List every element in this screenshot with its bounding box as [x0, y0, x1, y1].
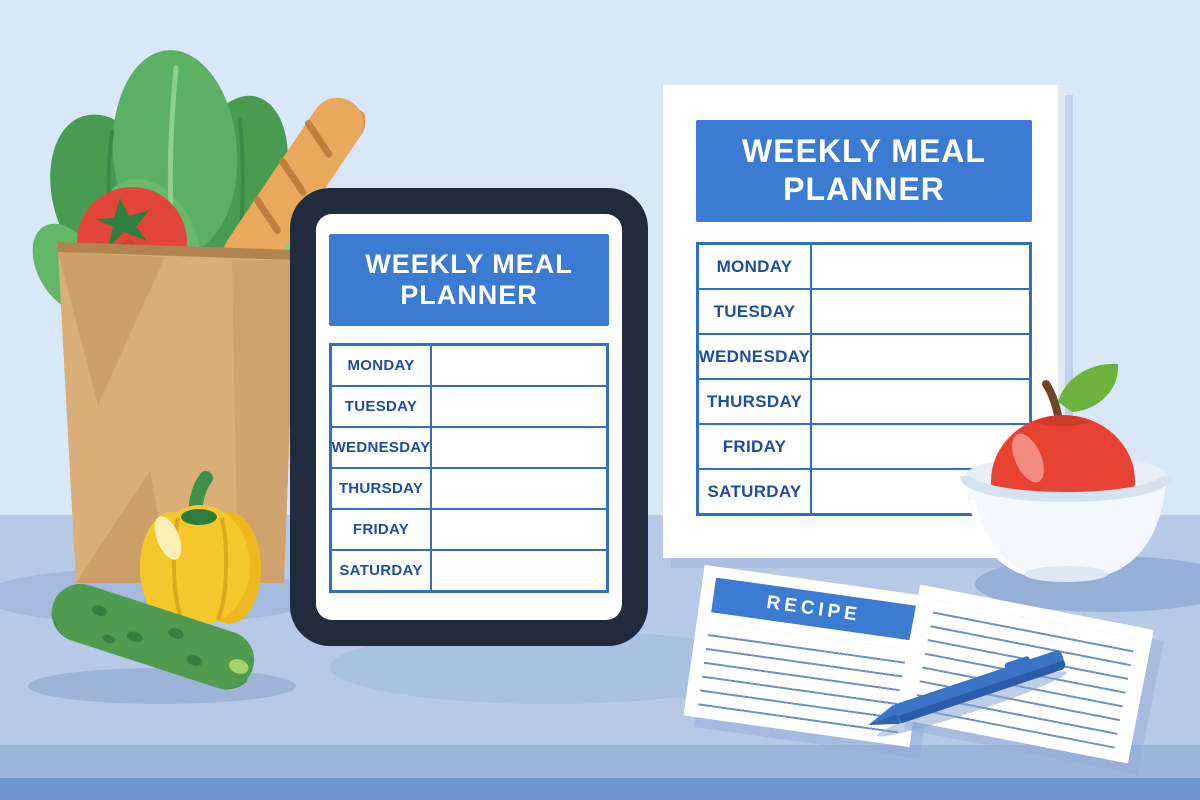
planner-row: MONDAY	[699, 245, 1029, 288]
paper-planner-title-banner: WEEKLY MEAL PLANNER	[696, 120, 1032, 222]
paper-planner-table: MONDAY TUESDAY WEDNESDAY THURSDAY FRIDAY…	[696, 242, 1032, 516]
tablet-screen: WEEKLY MEAL PLANNER MONDAY TUESDAY WEDNE…	[316, 214, 622, 620]
planner-row: SATURDAY	[332, 549, 606, 590]
paper-planner-title: WEEKLY MEAL PLANNER	[742, 133, 986, 207]
planner-row: MONDAY	[332, 346, 606, 385]
day-label: THURSDAY	[699, 380, 812, 423]
day-label: TUESDAY	[332, 387, 432, 426]
planner-row: SATURDAY	[699, 468, 1029, 513]
day-label: WEDNESDAY	[332, 428, 432, 467]
day-label: SATURDAY	[332, 551, 432, 590]
planner-row: TUESDAY	[332, 385, 606, 426]
planner-row: WEDNESDAY	[332, 426, 606, 467]
tablet-device: WEEKLY MEAL PLANNER MONDAY TUESDAY WEDNE…	[290, 188, 648, 646]
planner-row: FRIDAY	[699, 423, 1029, 468]
day-label: FRIDAY	[332, 510, 432, 549]
day-label: WEDNESDAY	[699, 335, 812, 378]
day-label: MONDAY	[332, 346, 432, 385]
planner-row: THURSDAY	[699, 378, 1029, 423]
grocery-bag-illustration	[58, 242, 296, 583]
day-label: THURSDAY	[332, 469, 432, 508]
tablet-planner-title: WEEKLY MEAL PLANNER	[365, 248, 573, 310]
pen-illustration	[868, 650, 1067, 737]
bell-pepper-illustration	[140, 471, 261, 625]
cucumber-shadow	[28, 668, 296, 704]
day-label: MONDAY	[699, 245, 812, 288]
table-front-edge	[0, 745, 1200, 778]
fruit-bowl-illustration	[960, 363, 1172, 582]
table-base-edge	[0, 778, 1200, 800]
day-label: SATURDAY	[699, 470, 812, 513]
planner-row: TUESDAY	[699, 288, 1029, 333]
tablet-planner-title-banner: WEEKLY MEAL PLANNER	[329, 234, 609, 326]
planner-row: THURSDAY	[332, 467, 606, 508]
day-label: FRIDAY	[699, 425, 812, 468]
planner-row: WEDNESDAY	[699, 333, 1029, 378]
baguette-illustration	[222, 97, 366, 282]
tablet-planner-table: MONDAY TUESDAY WEDNESDAY THURSDAY FRIDAY	[329, 343, 609, 593]
day-label: TUESDAY	[699, 290, 812, 333]
cucumber-illustration	[51, 583, 255, 690]
planner-row: FRIDAY	[332, 508, 606, 549]
